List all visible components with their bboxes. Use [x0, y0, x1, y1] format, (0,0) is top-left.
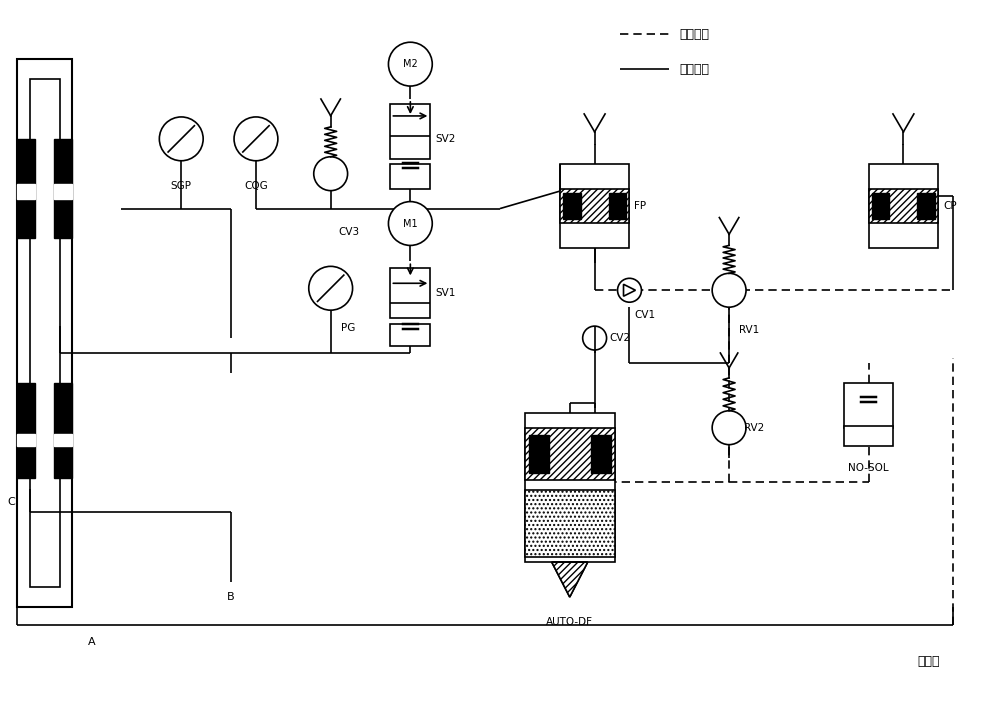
Bar: [872, 193, 889, 219]
Text: B: B: [227, 592, 235, 602]
Bar: [390, 164, 430, 188]
Circle shape: [583, 326, 607, 350]
Text: NO-SOL: NO-SOL: [848, 462, 889, 472]
Text: A: A: [88, 637, 95, 647]
Bar: [54, 183, 72, 199]
Bar: [529, 435, 549, 472]
Bar: [560, 189, 629, 223]
Circle shape: [388, 202, 432, 246]
Bar: [17, 434, 35, 445]
Circle shape: [309, 266, 353, 310]
Bar: [609, 193, 626, 219]
Text: CP: CP: [943, 201, 957, 211]
Bar: [17, 139, 35, 239]
Text: PG: PG: [341, 323, 355, 333]
Bar: [844, 383, 893, 428]
Text: 液压油路: 液压油路: [679, 28, 709, 41]
Circle shape: [159, 117, 203, 161]
Text: FP: FP: [634, 201, 647, 211]
Text: SV2: SV2: [435, 134, 456, 144]
Bar: [869, 189, 938, 223]
Bar: [17, 183, 35, 199]
Text: CQG: CQG: [244, 181, 268, 190]
Bar: [869, 164, 938, 249]
Circle shape: [234, 117, 278, 161]
Bar: [560, 164, 629, 249]
Bar: [844, 426, 893, 445]
Text: 泥浆管线: 泥浆管线: [679, 62, 709, 76]
Circle shape: [712, 411, 746, 445]
Bar: [525, 490, 615, 557]
Circle shape: [388, 42, 432, 86]
Bar: [54, 383, 72, 477]
Bar: [591, 435, 611, 472]
Text: RV1: RV1: [739, 325, 759, 335]
Circle shape: [712, 273, 746, 307]
Text: AUTO-DF: AUTO-DF: [546, 617, 593, 627]
Bar: [390, 268, 430, 318]
Text: M1: M1: [403, 219, 418, 229]
Bar: [390, 104, 430, 159]
Bar: [390, 324, 430, 346]
Text: M2: M2: [403, 59, 418, 69]
Bar: [17, 59, 72, 607]
Polygon shape: [552, 562, 588, 597]
Circle shape: [618, 278, 641, 302]
Text: SGP: SGP: [171, 181, 192, 190]
Text: CV1: CV1: [634, 310, 656, 320]
Bar: [917, 193, 935, 219]
Text: SV1: SV1: [435, 288, 456, 298]
Bar: [17, 383, 35, 477]
Text: CV2: CV2: [610, 333, 631, 343]
Text: 注油孔: 注油孔: [917, 656, 940, 668]
Circle shape: [314, 156, 348, 190]
Bar: [525, 413, 615, 562]
Text: CV3: CV3: [339, 227, 360, 236]
Bar: [54, 139, 72, 239]
Bar: [54, 434, 72, 445]
Polygon shape: [552, 562, 588, 597]
Bar: [525, 428, 615, 480]
Bar: [30, 79, 60, 587]
Text: RV2: RV2: [744, 423, 764, 433]
Bar: [563, 193, 581, 219]
Text: C: C: [7, 498, 15, 508]
